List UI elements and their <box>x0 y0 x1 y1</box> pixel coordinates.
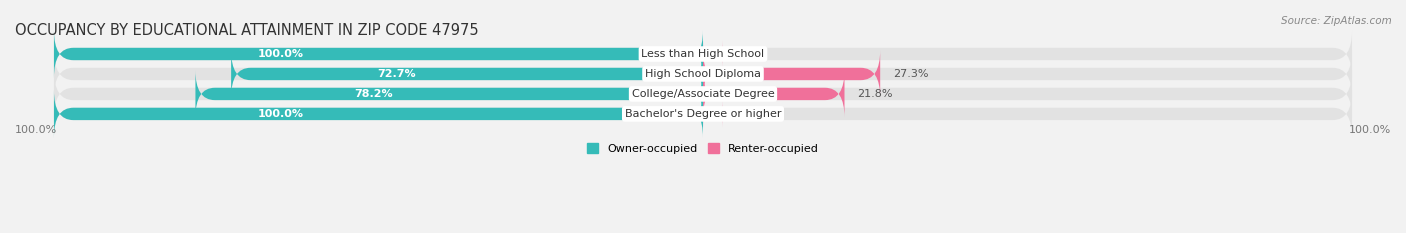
Text: 0.0%: 0.0% <box>716 49 744 59</box>
FancyBboxPatch shape <box>53 50 1353 98</box>
Text: 100.0%: 100.0% <box>259 109 304 119</box>
Text: Less than High School: Less than High School <box>641 49 765 59</box>
Text: 100.0%: 100.0% <box>15 125 58 135</box>
FancyBboxPatch shape <box>703 70 845 118</box>
Text: 21.8%: 21.8% <box>858 89 893 99</box>
FancyBboxPatch shape <box>703 100 723 128</box>
Text: 72.7%: 72.7% <box>377 69 416 79</box>
FancyBboxPatch shape <box>195 70 703 118</box>
FancyBboxPatch shape <box>703 50 880 98</box>
Text: 78.2%: 78.2% <box>354 89 392 99</box>
Text: 27.3%: 27.3% <box>893 69 929 79</box>
Legend: Owner-occupied, Renter-occupied: Owner-occupied, Renter-occupied <box>586 143 820 154</box>
Text: 100.0%: 100.0% <box>259 49 304 59</box>
FancyBboxPatch shape <box>703 40 723 68</box>
Text: OCCUPANCY BY EDUCATIONAL ATTAINMENT IN ZIP CODE 47975: OCCUPANCY BY EDUCATIONAL ATTAINMENT IN Z… <box>15 23 478 38</box>
FancyBboxPatch shape <box>53 90 703 138</box>
FancyBboxPatch shape <box>231 50 703 98</box>
Text: College/Associate Degree: College/Associate Degree <box>631 89 775 99</box>
Text: Source: ZipAtlas.com: Source: ZipAtlas.com <box>1281 16 1392 26</box>
FancyBboxPatch shape <box>53 30 703 78</box>
Text: High School Diploma: High School Diploma <box>645 69 761 79</box>
Text: 0.0%: 0.0% <box>716 109 744 119</box>
FancyBboxPatch shape <box>53 70 1353 118</box>
Text: 100.0%: 100.0% <box>1348 125 1391 135</box>
Text: Bachelor's Degree or higher: Bachelor's Degree or higher <box>624 109 782 119</box>
FancyBboxPatch shape <box>53 90 1353 138</box>
FancyBboxPatch shape <box>53 30 1353 78</box>
